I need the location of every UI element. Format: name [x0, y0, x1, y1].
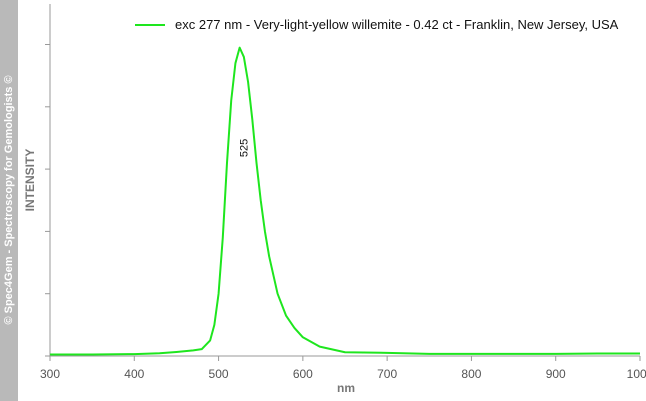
x-tick-label: 1000 [627, 367, 646, 381]
x-tick-label: 600 [293, 367, 313, 381]
x-tick-label: 500 [209, 367, 229, 381]
watermark: © Spec4Gem - Spectroscopy for Gemologist… [3, 75, 15, 324]
x-tick-label: 900 [546, 367, 566, 381]
series-line [50, 46, 640, 356]
x-tick-label: 300 [40, 367, 60, 381]
legend-label: exc 277 nm - Very-light-yellow willemite… [175, 17, 619, 32]
peak-label: 525 [239, 139, 251, 157]
x-tick-label: 700 [377, 367, 397, 381]
x-tick-label: 400 [124, 367, 144, 381]
x-axis-title: nm [337, 381, 355, 395]
x-tick-label: 800 [461, 367, 481, 381]
side-bar [0, 0, 18, 401]
y-axis-title: INTENSITY [23, 149, 37, 212]
